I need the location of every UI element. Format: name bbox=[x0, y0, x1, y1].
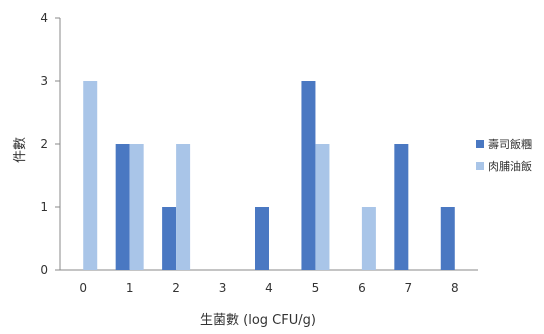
legend-swatch-2 bbox=[476, 162, 484, 170]
bar-1-2 bbox=[162, 207, 177, 270]
bar-2-6 bbox=[361, 207, 376, 270]
bar-2-1 bbox=[129, 144, 144, 270]
x-tick-label: 0 bbox=[79, 281, 87, 295]
y-tick-label: 3 bbox=[40, 74, 48, 88]
x-tick-label: 7 bbox=[405, 281, 413, 295]
x-axis-label: 生菌數 (log CFU/g) bbox=[200, 313, 316, 328]
x-tick-label: 3 bbox=[219, 281, 227, 295]
y-tick-label: 0 bbox=[40, 263, 48, 277]
bar-2-2 bbox=[176, 144, 191, 270]
x-tick-label: 5 bbox=[312, 281, 320, 295]
legend-label-1: 壽司飯糰 bbox=[488, 137, 532, 151]
bar-1-1 bbox=[115, 144, 130, 270]
x-tick-label: 1 bbox=[126, 281, 134, 295]
bar-2-0 bbox=[83, 81, 98, 270]
bar-2-5 bbox=[315, 144, 330, 270]
y-axis-label: 件數 bbox=[13, 137, 28, 163]
legend-label-2: 肉脯油飯 bbox=[488, 159, 532, 173]
legend-swatch-1 bbox=[476, 140, 484, 148]
bar-1-8 bbox=[440, 207, 455, 270]
x-tick-label: 4 bbox=[265, 281, 273, 295]
y-tick-label: 1 bbox=[40, 200, 48, 214]
y-tick-label: 4 bbox=[40, 11, 48, 25]
y-tick-label: 2 bbox=[40, 137, 48, 151]
bar-1-7 bbox=[394, 144, 409, 270]
x-tick-label: 2 bbox=[172, 281, 180, 295]
bar-1-4 bbox=[255, 207, 269, 270]
x-tick-label: 6 bbox=[358, 281, 366, 295]
bar-1-5 bbox=[301, 81, 316, 270]
x-tick-label: 8 bbox=[451, 281, 459, 295]
